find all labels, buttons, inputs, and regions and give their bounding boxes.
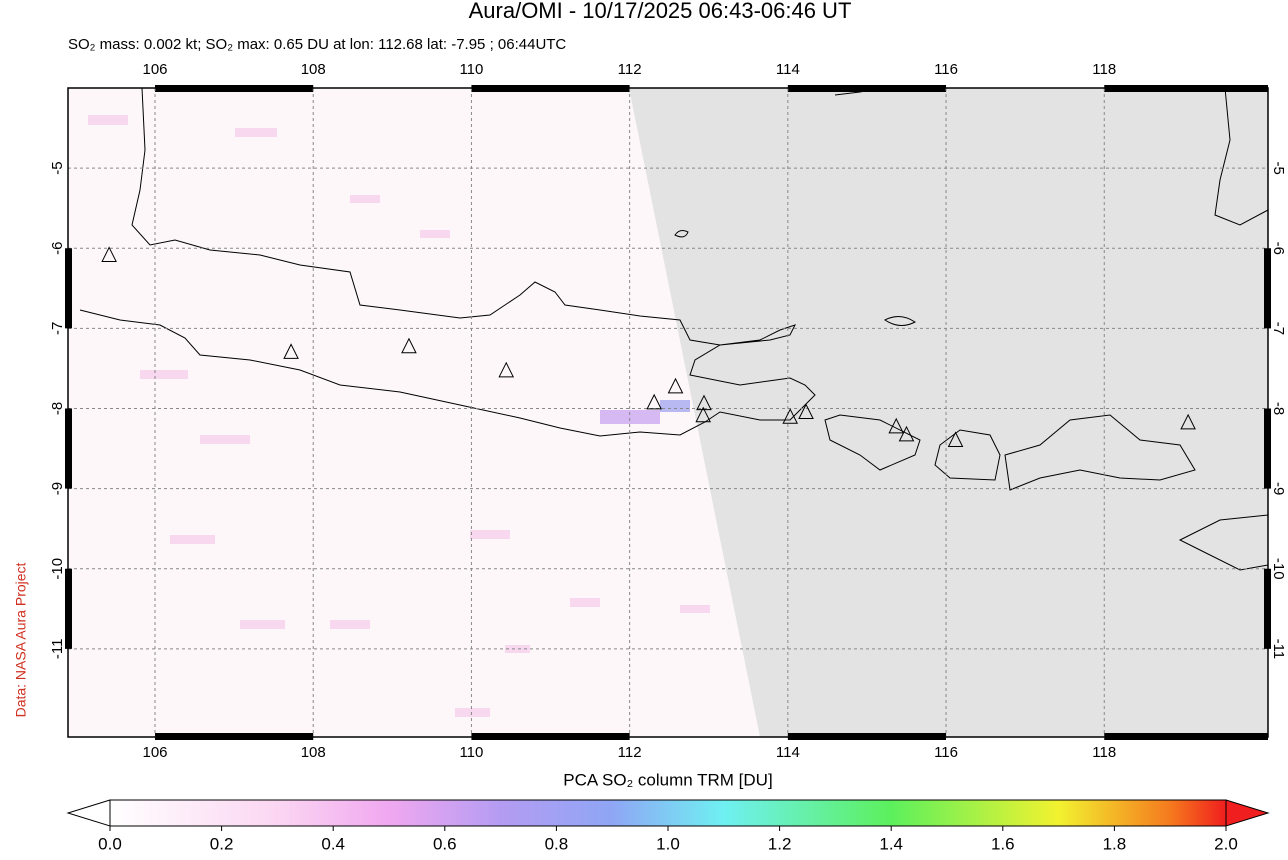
colorbar-tick-label: 0.8 [545,834,569,853]
colorbar-tick-label: 1.8 [1103,834,1127,853]
x-tick-label-top: 114 [776,61,800,78]
frame-bar [65,408,72,489]
colorbar-tick-label: 1.6 [991,834,1015,853]
frame-bar [65,568,72,649]
y-tick-label-left: -10 [49,558,66,580]
frame-bar [65,248,72,329]
volcano [798,403,814,419]
colorbar-tick-label: 0.0 [98,834,122,853]
colorbar [109,799,1227,827]
y-tick-label-left: -6 [49,242,66,255]
volcano [498,361,515,378]
volcano [782,408,799,424]
coastlines [79,88,1268,571]
no-data-area [629,88,1268,737]
y-tick-label-right: -7 [1270,322,1287,335]
x-tick-label-bottom: 108 [301,744,326,761]
colorbar-tick-label: 1.4 [879,834,903,853]
volcano [888,417,905,434]
colorbar-over-arrow [1225,799,1270,827]
x-tick-label-top: 108 [301,61,326,78]
frame-bar [1264,568,1271,649]
volcano [667,377,684,394]
x-tick-label-top: 118 [1092,61,1116,78]
side-note: Data: NASA Aura Project [13,562,29,717]
frame-bar [1264,248,1271,329]
so2-pixels [88,115,710,717]
y-tick-label-left: -5 [49,161,66,174]
colorbar-tick-label: 0.6 [433,834,457,853]
volcano [695,406,712,423]
volcano [898,425,915,442]
y-tick-label-right: -11 [1270,639,1287,660]
colorbar-tick-label: 1.0 [656,834,680,853]
colorbar-label: PCA SO₂ column TRM [DU] [563,770,772,789]
x-tick-label-top: 106 [142,61,167,78]
volcano [646,393,662,410]
y-tick-label-right: -5 [1270,161,1287,174]
x-tick-label-top: 110 [459,61,483,78]
chart-title: Aura/OMI - 10/17/2025 06:43-06:46 UT [469,0,852,23]
volcano [101,246,117,262]
y-tick-label-right: -6 [1270,242,1287,255]
x-tick-label-bottom: 118 [1092,744,1116,761]
x-tick-label-bottom: 110 [459,744,483,761]
colorbar-under-arrow [66,799,111,827]
frame-bar [1264,408,1271,489]
x-tick-label-bottom: 106 [142,744,167,761]
y-tick-label-left: -7 [49,322,66,335]
y-tick-label-right: -8 [1270,402,1287,415]
x-tick-label-bottom: 116 [934,744,958,761]
y-tick-label-left: -11 [49,639,66,660]
colorbar-tick-label: 0.2 [210,834,234,853]
colorbar-tick-label: 1.2 [768,834,792,853]
volcano [401,337,417,354]
volcano [1180,413,1196,430]
y-tick-label-left: -8 [49,402,66,415]
x-tick-label-bottom: 114 [776,744,800,761]
y-tick-label-right: -9 [1270,482,1287,495]
x-tick-label-top: 116 [934,61,958,78]
map-area [68,88,1268,737]
y-tick-label-left: -9 [49,482,66,495]
volcano [283,343,299,359]
y-tick-label-right: -10 [1270,558,1287,580]
volcano [947,431,964,448]
x-tick-label-top: 112 [618,61,642,78]
x-tick-label-bottom: 112 [618,744,642,761]
colorbar-tick-label: 2.0 [1214,834,1238,853]
colorbar-tick-label: 0.4 [321,834,345,853]
chart-subtitle: SO₂ mass: 0.002 kt; SO₂ max: 0.65 DU at … [68,36,566,53]
